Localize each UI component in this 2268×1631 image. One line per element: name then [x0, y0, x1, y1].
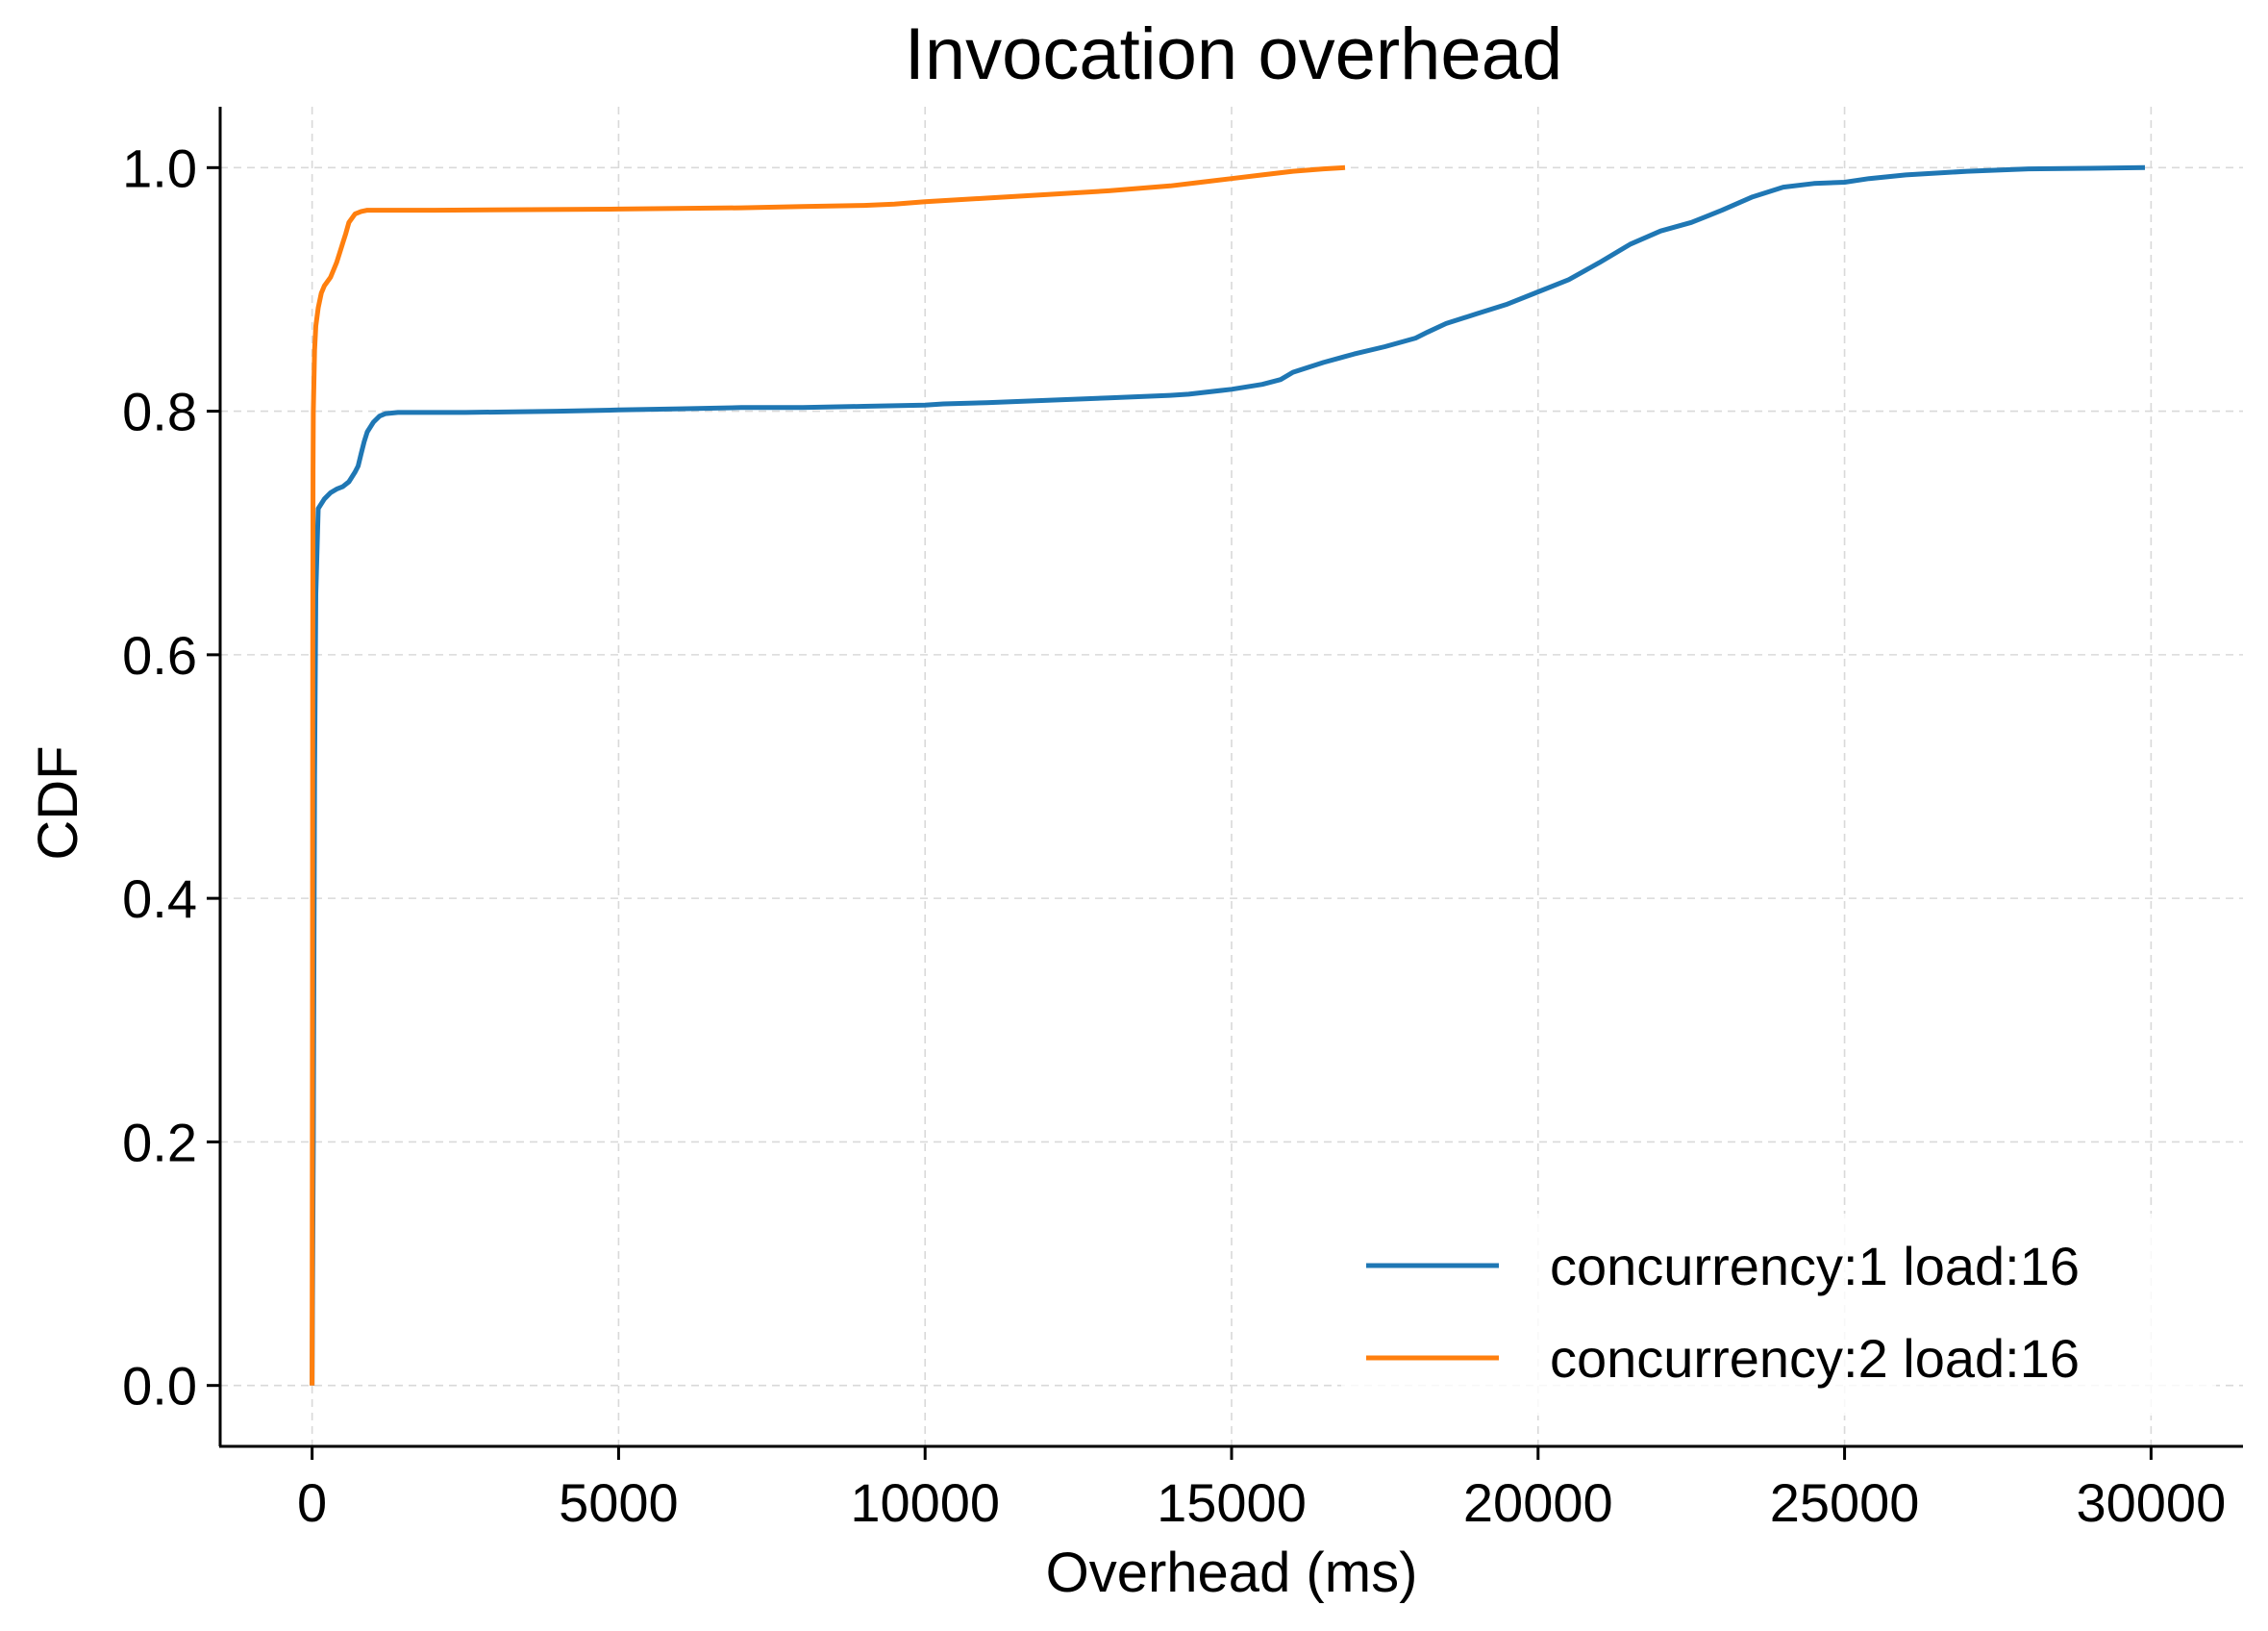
y-tick-label: 1.0 [122, 138, 197, 198]
x-tick-label: 5000 [559, 1472, 679, 1533]
x-tick-label: 30000 [2076, 1472, 2226, 1533]
legend-label-1: concurrency:1 load:16 [1550, 1236, 2080, 1296]
series-layer [310, 164, 2146, 1386]
y-tick-label: 0.6 [122, 625, 197, 686]
y-tick-label: 0.4 [122, 868, 197, 929]
chart-title: Invocation overhead [905, 13, 1562, 95]
x-tick-label: 20000 [1463, 1472, 1613, 1533]
x-tick-label: 15000 [1157, 1472, 1307, 1533]
series-line-1 [310, 164, 2146, 1386]
y-tick-label: 0.2 [122, 1112, 197, 1172]
x-tick-label: 25000 [1770, 1472, 1920, 1533]
x-ticks: 0 5000 10000 15000 20000 25000 30000 [297, 1446, 2226, 1533]
y-ticks: 0.0 0.2 0.4 0.6 0.8 1.0 [122, 138, 220, 1417]
legend-label-2: concurrency:2 load:16 [1550, 1328, 2080, 1389]
series-line-2 [310, 164, 1346, 1386]
x-tick-label: 0 [297, 1472, 327, 1533]
legend: concurrency:1 load:16 concurrency:2 load:… [1341, 1214, 2216, 1416]
y-tick-label: 0.8 [122, 382, 197, 442]
y-tick-label: 0.0 [122, 1356, 197, 1417]
legend-items: concurrency:1 load:16 concurrency:2 load:… [1366, 1236, 2080, 1389]
x-tick-label: 10000 [850, 1472, 1000, 1533]
legend-box [1341, 1214, 2216, 1416]
y-axis-label: CDF [27, 745, 89, 860]
x-axis-label: Overhead (ms) [1046, 1542, 1418, 1604]
